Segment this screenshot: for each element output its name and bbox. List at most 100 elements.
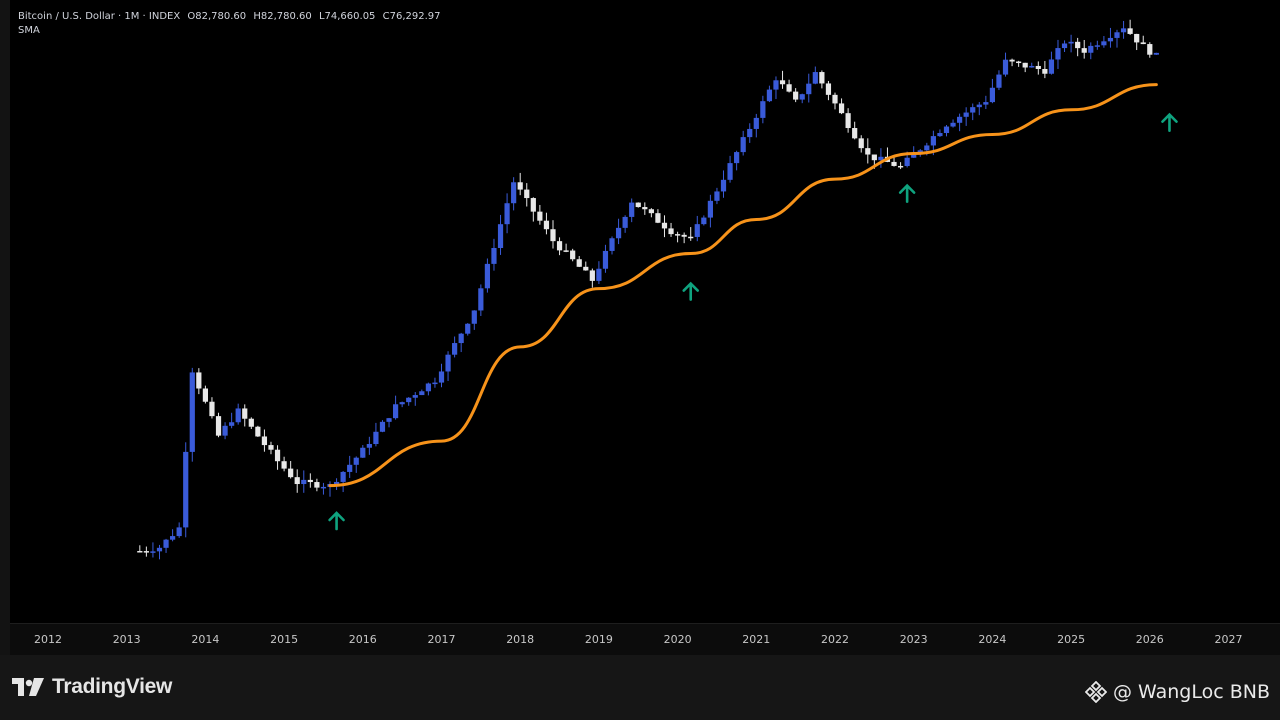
candle-body (1075, 41, 1081, 49)
candle-body (1061, 43, 1068, 49)
close-value: C76,292.97 (382, 11, 441, 22)
footer: TradingView @ WangLoc BNB (0, 655, 1280, 720)
candle-body (137, 551, 143, 553)
candle-body (307, 479, 313, 483)
candle-body (983, 102, 989, 105)
candle-body (1094, 45, 1100, 47)
x-tick-label: 2013 (112, 633, 141, 646)
candle-body (1107, 37, 1114, 42)
candle-body (189, 372, 195, 452)
candle-body (681, 234, 687, 237)
x-tick-label: 2020 (663, 633, 692, 646)
legend-indicator-row: SMA (18, 24, 445, 38)
candle-body (720, 179, 727, 192)
candle-body (661, 222, 668, 229)
candle-body (491, 247, 497, 264)
candle-body (1114, 32, 1120, 38)
candle-body (366, 444, 372, 448)
candle-body (878, 156, 884, 161)
candle-body (543, 220, 550, 230)
candle-body (622, 216, 628, 228)
candle-body (904, 157, 910, 167)
candle-body (412, 395, 418, 398)
candle-body (957, 116, 963, 123)
candle-body (353, 457, 359, 465)
candle-body (734, 152, 740, 164)
candle-body (1022, 62, 1028, 68)
tradingview-brand[interactable]: TradingView (12, 675, 172, 699)
candle-body (1088, 45, 1094, 53)
x-tick-label: 2023 (899, 633, 928, 646)
candle-body (1147, 44, 1153, 55)
candle-body (176, 527, 182, 537)
candle-body (301, 479, 307, 485)
low-value: L74,660.05 (318, 11, 376, 22)
x-tick-label: 2016 (348, 633, 377, 646)
candle-body (465, 323, 471, 334)
candle-body (452, 343, 458, 355)
candle-body (655, 213, 661, 223)
candle-body (438, 371, 445, 383)
watermark-text: @ WangLoc BNB (1112, 681, 1270, 703)
candle-body (425, 383, 431, 392)
x-tick-label: 2021 (742, 633, 771, 646)
x-tick-label: 2024 (978, 633, 1007, 646)
candle-body (648, 209, 654, 214)
x-tick-label: 2025 (1057, 633, 1086, 646)
time-axis[interactable]: 2012 2013 2014 2015 2016 2017 2018 2019 2020 2021… (10, 623, 1280, 655)
candle-body (163, 539, 169, 548)
candle-body (183, 451, 189, 528)
x-tick-label: 2026 (1135, 633, 1164, 646)
candle-body (445, 354, 451, 372)
legend-symbol-row: Bitcoin / U.S. Dollar · 1M · INDEX O82,7… (18, 10, 445, 24)
candle-body (1153, 52, 1159, 55)
candle-body (629, 202, 635, 217)
candle-body (347, 464, 353, 472)
candle-body (911, 153, 917, 158)
candle-body (845, 113, 851, 129)
candle-body (419, 391, 425, 396)
candle-body (248, 418, 254, 427)
price-chart[interactable] (10, 0, 1280, 655)
sma-indicator-label[interactable]: SMA (18, 25, 40, 36)
candle-body (1016, 61, 1022, 64)
high-value: H82,780.60 (253, 11, 312, 22)
candle-body (530, 198, 536, 212)
open-value: O82,780.60 (187, 11, 247, 22)
watermark: @ WangLoc BNB (1084, 681, 1270, 703)
x-tick-label: 2027 (1214, 633, 1243, 646)
candle-body (170, 536, 176, 540)
chart-legend: Bitcoin / U.S. Dollar · 1M · INDEX O82,7… (18, 10, 445, 38)
candle-body (242, 408, 248, 419)
candle-body (701, 217, 707, 225)
candle-body (360, 447, 366, 458)
candle-body (235, 408, 241, 423)
candle-body (996, 74, 1002, 88)
candle-body (707, 200, 713, 218)
candle-body (688, 236, 694, 239)
candle-body (537, 211, 543, 221)
candle-body (209, 401, 215, 417)
candle-body (825, 83, 832, 95)
candle-body (838, 103, 845, 114)
candle-body (727, 163, 733, 180)
candle-body (524, 189, 530, 199)
candle-body (1055, 48, 1061, 60)
candle-body (143, 551, 149, 553)
symbol-title[interactable]: Bitcoin / U.S. Dollar · 1M · INDEX (18, 11, 181, 22)
candle-body (694, 224, 700, 237)
candle-body (1029, 65, 1035, 68)
candle-body (550, 229, 556, 242)
candle-body (288, 468, 294, 478)
candle-body (675, 234, 681, 236)
candle-body (202, 388, 208, 402)
candle-body (970, 107, 976, 113)
candle-body (215, 416, 222, 436)
candle-body (1068, 41, 1074, 44)
candle-body (458, 333, 464, 344)
x-tick-label: 2018 (506, 633, 535, 646)
candle-body (943, 126, 950, 134)
candle-body (399, 402, 405, 405)
candle-body (950, 122, 956, 127)
candle-body (1035, 65, 1041, 69)
